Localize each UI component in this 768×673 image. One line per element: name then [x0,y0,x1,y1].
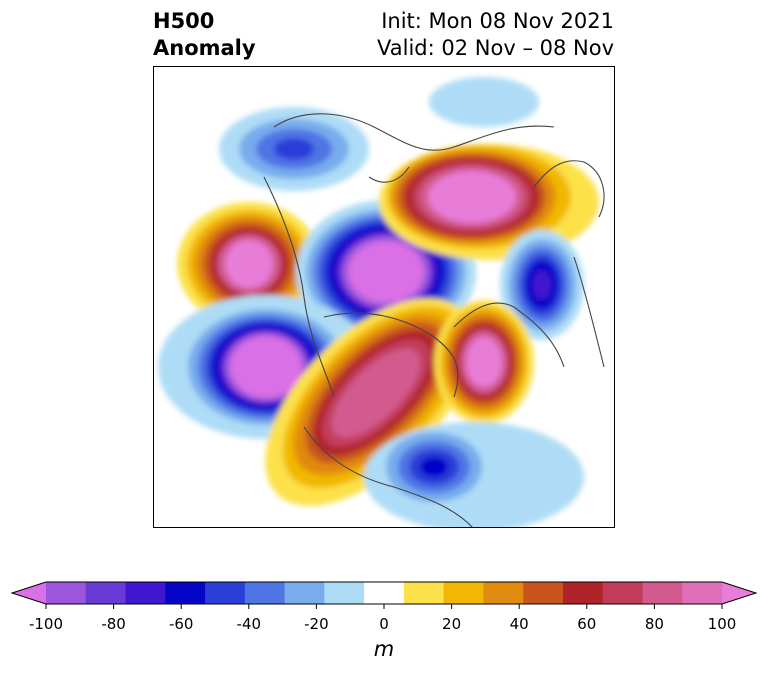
colorbar-bin [602,582,643,604]
colorbar-bin [284,582,325,604]
colorbar-tick-label: -60 [168,615,194,633]
colorbar-tick-label: -20 [304,615,329,633]
coastlines [263,113,605,527]
colorbar-bin [443,582,484,604]
anomaly-contours [158,77,599,527]
colorbar-bin [642,582,683,604]
colorbar-bin [562,582,604,604]
colorbar-bin [125,582,166,604]
colorbar-arrow-low [12,582,46,604]
colorbar-bin [324,582,365,604]
colorbar-bin [244,582,286,604]
colorbar-bin [682,582,723,604]
colorbar-bin [483,582,524,604]
colorbar-tick-label: -40 [236,615,262,633]
colorbar-bin [205,582,246,604]
colorbar-bin [364,582,405,604]
valid-range-label: Valid: 02 Nov – 08 Nov [377,36,614,60]
title-line-2: Anomaly [153,36,256,60]
colorbar-bin [403,582,445,604]
colorbar-tick-label: 100 [707,615,737,633]
init-date-label: Init: Mon 08 Nov 2021 [381,9,614,33]
colorbar-tick-label: 80 [644,615,664,633]
colorbar-tick-label: 20 [442,615,462,633]
colorbar [10,581,758,609]
chart-subtitle: Init: Mon 08 Nov 2021 Valid: 02 Nov – 08… [377,8,614,62]
colorbar-tick-label: 0 [379,615,389,633]
title-line-1: H500 [153,9,215,33]
colorbar-tick-label: 40 [509,615,529,633]
colorbar-tick-label: -100 [28,615,64,633]
colorbar-bin [46,582,87,604]
colorbar-bin [85,582,127,604]
colorbar-bin [523,582,564,604]
colorbar-tick-label: 60 [577,615,597,633]
chart-title: H500 Anomaly [153,8,256,62]
anomaly-map-svg [158,77,605,527]
anomaly-map [153,66,615,528]
colorbar-tick-label: -80 [101,615,126,633]
colorbar-bin [165,582,206,604]
colorbar-arrow-high [722,582,756,604]
colorbar-unit-label: m [373,637,395,661]
